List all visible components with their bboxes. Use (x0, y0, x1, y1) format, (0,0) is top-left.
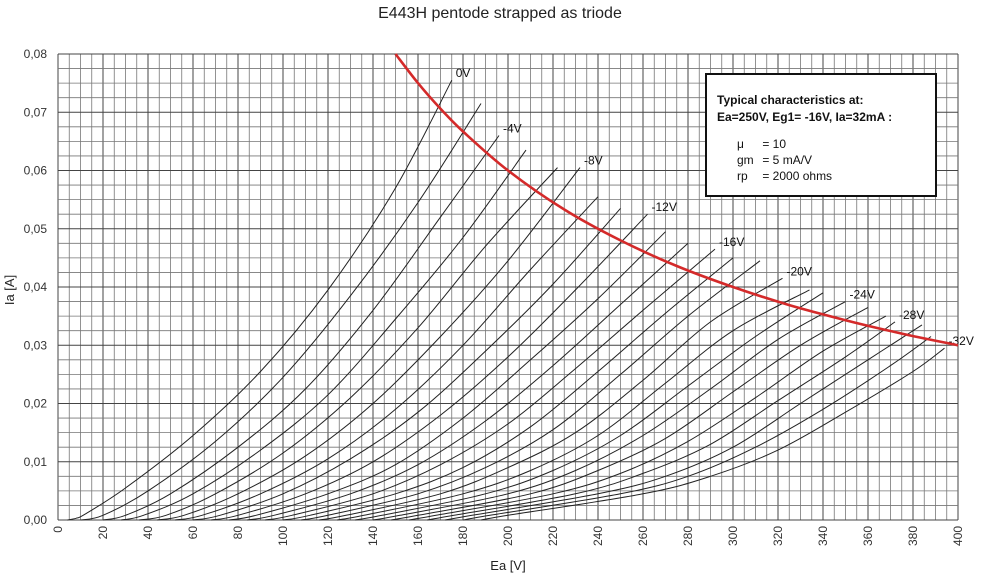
x-tick-label: 0 (51, 526, 65, 533)
x-tick-label: 120 (321, 526, 335, 546)
curve-label: -12V (652, 200, 677, 214)
x-tick-label: 200 (501, 526, 515, 546)
chart-title: E443H pentode strapped as triode (378, 5, 622, 22)
plate-curve (120, 149, 527, 521)
plate-curve (300, 260, 761, 521)
plate-curve (282, 257, 734, 521)
plate-curve (246, 242, 689, 521)
x-tick-label: 280 (681, 526, 695, 546)
curve-label: 0V (456, 66, 471, 80)
typical-characteristics-box: Typical characteristics at: Ea=250V, Eg1… (705, 73, 937, 197)
info-operating-point: Ea=250V, Eg1= -16V, Ia=32mA : (717, 110, 893, 124)
param-value: = 2000 ohms (762, 169, 833, 183)
curve-label: -24V (850, 288, 875, 302)
curve-label: -16V (719, 235, 744, 249)
x-tick-label: 100 (276, 526, 290, 546)
plate-curve (354, 292, 824, 521)
param-name: gm (737, 153, 754, 167)
x-tick-label: 320 (771, 526, 785, 546)
plate-curve (174, 196, 599, 521)
x-tick-label: 180 (456, 526, 470, 546)
curve-labels: 0V -4V -8V -12V -16V -20V -24V -28V -32V (456, 66, 974, 348)
plate-curve (318, 277, 783, 521)
y-tick-label: 0,01 (24, 455, 48, 469)
x-tick-label: 220 (546, 526, 560, 546)
info-heading: Typical characteristics at: (717, 93, 864, 107)
param-value: = 5 mA/V (762, 153, 813, 167)
info-params: μ = 10 gm = 5 mA/V rp = 2000 ohms (717, 136, 935, 184)
x-tick-label: 400 (951, 526, 965, 546)
plate-curve (462, 336, 932, 521)
x-tick-label: 140 (366, 526, 380, 546)
y-tick-label: 0,03 (24, 338, 48, 352)
x-tick-labels: 0 20 40 60 80 100 120 140 160 180 200 220 240 260 280 3… (51, 526, 965, 546)
plate-curve (156, 167, 581, 521)
y-tick-labels: 0,00 0,01 0,02 0,03 0,04 0,05 0,06 0,07 0,08 (24, 47, 48, 527)
curve-label: -32V (949, 334, 974, 348)
x-tick-label: 340 (816, 526, 830, 546)
x-tick-label: 240 (591, 526, 605, 546)
x-tick-label: 300 (726, 526, 740, 546)
y-axis-label: Ia [A] (2, 275, 17, 305)
param-name: rp (737, 169, 748, 183)
y-tick-label: 0,00 (24, 513, 48, 527)
y-tick-label: 0,08 (24, 47, 48, 61)
plate-curve (192, 208, 621, 521)
y-tick-label: 0,05 (24, 222, 48, 236)
plate-curve (372, 301, 846, 521)
x-tick-label: 360 (861, 526, 875, 546)
plate-curve (80, 103, 482, 521)
plate-curve (426, 321, 896, 521)
plate-curve (444, 324, 923, 521)
y-tick-label: 0,07 (24, 105, 48, 119)
curve-label: -8V (584, 154, 603, 168)
y-tick-label: 0,02 (24, 397, 48, 411)
param-rp: rp = 2000 ohms (737, 168, 935, 184)
anode-dissipation-curve (394, 53, 959, 347)
plate-curve (138, 167, 558, 521)
y-tick-label: 0,04 (24, 280, 48, 294)
x-axis-label: Ea [V] (490, 558, 525, 573)
y-tick-label: 0,06 (24, 164, 48, 178)
param-value: = 10 (762, 137, 787, 151)
plate-curve (228, 231, 666, 521)
plate-curve (390, 306, 869, 521)
curve-label: -20V (787, 264, 812, 278)
plate-curve (102, 135, 500, 521)
x-tick-label: 160 (411, 526, 425, 546)
x-tick-label: 260 (636, 526, 650, 546)
param-mu: μ = 10 (737, 136, 935, 152)
plate-curve (408, 315, 887, 521)
x-tick-label: 380 (906, 526, 920, 546)
x-tick-label: 80 (231, 526, 245, 540)
plate-curves (66, 79, 945, 521)
curve-label: -28V (899, 308, 924, 322)
plate-curve (336, 289, 810, 521)
x-tick-label: 40 (141, 526, 155, 540)
param-gm: gm = 5 mA/V (737, 152, 935, 168)
anode-dissipation-curve-group (394, 53, 959, 347)
plate-curve (66, 79, 453, 521)
x-tick-label: 20 (96, 526, 110, 540)
plate-curve (264, 248, 716, 521)
curve-label: -4V (503, 122, 522, 136)
plate-curve (210, 213, 648, 521)
x-tick-label: 60 (186, 526, 200, 540)
plate-curve (480, 347, 945, 521)
param-name: μ (737, 137, 744, 151)
